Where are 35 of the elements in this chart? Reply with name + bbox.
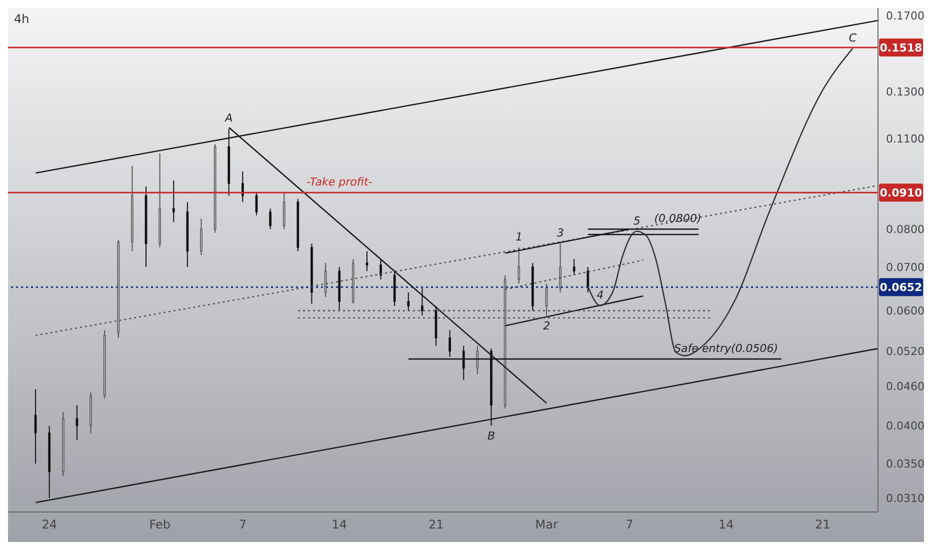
annotation: B — [488, 430, 496, 443]
y-tick-label: 0.0350 — [886, 457, 924, 470]
annotation: 3 — [556, 226, 564, 240]
annotation: 1 — [515, 230, 522, 244]
x-tick-label: Feb — [149, 518, 171, 532]
ref-line-label: 0.0652 — [880, 281, 922, 294]
y-tick-label: 0.0310 — [886, 492, 924, 505]
annotation: A — [224, 112, 233, 125]
annotation: 2 — [543, 319, 550, 332]
annotation: 4 — [596, 288, 604, 302]
y-tick-label: 0.0400 — [886, 420, 924, 433]
x-tick-label: 21 — [428, 518, 444, 532]
x-tick-label: 14 — [332, 518, 348, 532]
y-tick-label: 0.1300 — [886, 85, 924, 98]
y-tick-label: 0.1700 — [886, 9, 924, 22]
x-tick-label: 7 — [238, 518, 247, 532]
annotation: -Take profit- — [306, 176, 372, 189]
y-tick-label: 0.0520 — [886, 345, 924, 358]
x-tick-label: 21 — [815, 518, 830, 532]
x-tick-label: 14 — [718, 518, 734, 532]
ref-line-label: 0.1518 — [880, 42, 922, 55]
y-tick-label: 0.0600 — [886, 304, 924, 318]
x-tick-label: Mar — [535, 518, 558, 532]
y-tick-label: 0.0460 — [886, 380, 924, 393]
annotation: 5 — [633, 214, 640, 228]
ref-line-label: 0.0910 — [880, 186, 923, 200]
y-tick-label: 0.1100 — [886, 132, 924, 146]
annotation: (0.0800) — [654, 212, 702, 226]
x-tick-label: 7 — [626, 518, 634, 532]
chart-title: 4h — [14, 12, 30, 26]
x-tick-label: 24 — [42, 518, 58, 532]
annotation: C — [848, 31, 857, 44]
annotation: Safe entry(0.0506) — [674, 342, 778, 356]
y-tick-label: 0.0800 — [886, 223, 924, 236]
y-tick-label: 0.0700 — [886, 260, 924, 274]
